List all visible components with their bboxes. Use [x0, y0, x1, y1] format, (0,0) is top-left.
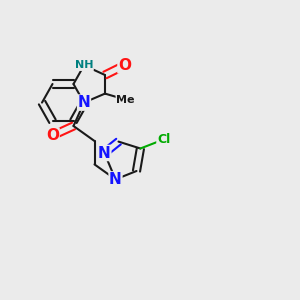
Text: O: O	[118, 58, 131, 73]
Text: N: N	[98, 146, 111, 160]
Text: N: N	[109, 172, 122, 187]
Text: O: O	[46, 128, 59, 143]
Text: Me: Me	[116, 94, 135, 105]
Text: Cl: Cl	[157, 133, 170, 146]
Text: N: N	[78, 95, 90, 110]
Text: NH: NH	[75, 60, 93, 70]
